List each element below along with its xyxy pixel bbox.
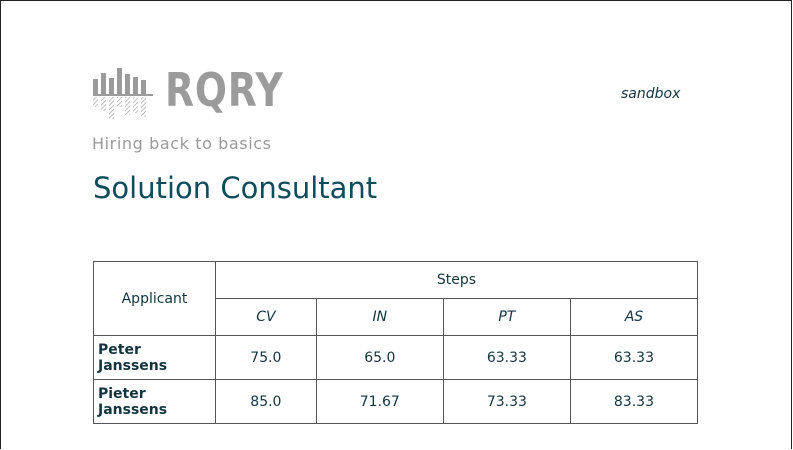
step-header-pt: PT [442,298,571,336]
applicant-header: Applicant [93,261,216,336]
applicant-last-name: Janssens [98,357,168,374]
applicant-name[interactable]: Pieter Janssens [93,379,216,424]
applicant-first-name: Pieter [98,385,146,402]
tagline: Hiring back to basics [92,134,272,153]
score-cell: 65.0 [315,335,444,380]
scores-table: Applicant Steps CV IN PT AS Peter Jansse… [93,261,699,424]
logo-bars-icon [93,68,153,119]
score-cell: 63.33 [442,335,571,380]
table-row[interactable]: Pieter Janssens 85.0 71.67 73.33 83.33 [93,379,699,424]
steps-header: Steps [215,261,698,299]
page-title: Solution Consultant [93,171,378,205]
step-header-as: AS [569,298,699,336]
rqry-logo[interactable]: RQRY [93,62,283,124]
applicant-last-name: Janssens [98,401,168,418]
logo-wordmark: RQRY [165,63,284,117]
score-cell: 73.33 [442,379,571,424]
applicant-first-name: Peter [98,341,141,358]
score-cell: 83.33 [569,379,699,424]
step-header-cv: CV [215,298,317,336]
score-cell: 71.67 [315,379,444,424]
table-row[interactable]: Peter Janssens 75.0 65.0 63.33 63.33 [93,335,699,380]
environment-label: sandbox [621,86,681,102]
step-header-in: IN [315,298,444,336]
score-cell: 75.0 [215,335,317,380]
score-cell: 85.0 [215,379,317,424]
applicant-name[interactable]: Peter Janssens [93,335,216,380]
score-cell: 63.33 [569,335,699,380]
